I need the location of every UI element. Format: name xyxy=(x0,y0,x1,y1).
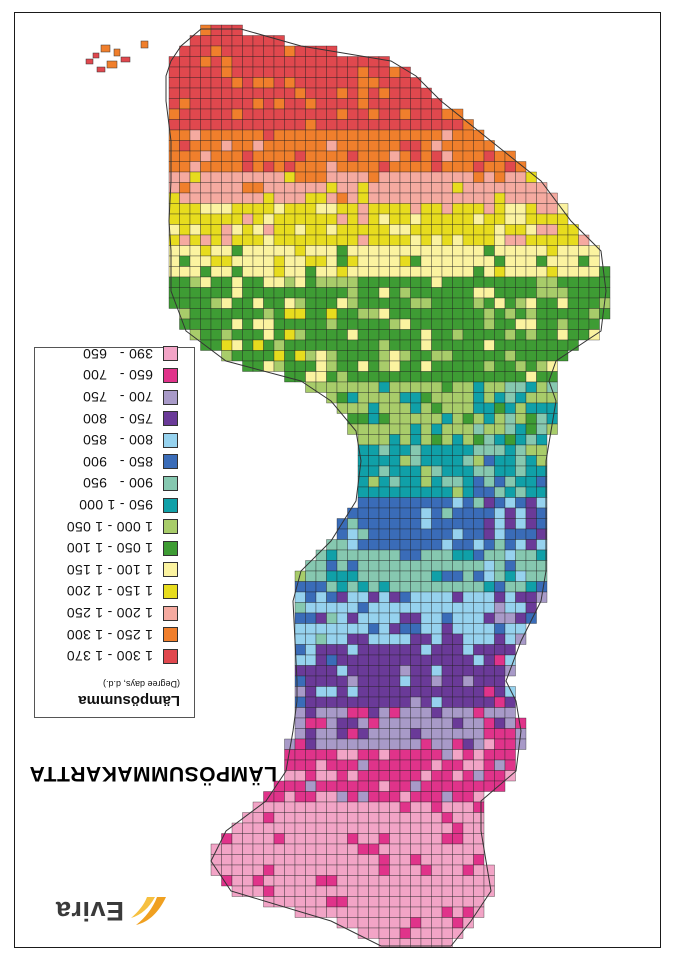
country-outline xyxy=(165,28,607,947)
islands xyxy=(85,40,149,73)
heat-sum-map xyxy=(85,24,611,947)
map-grid-cells xyxy=(168,24,611,947)
map-frame xyxy=(14,12,661,948)
